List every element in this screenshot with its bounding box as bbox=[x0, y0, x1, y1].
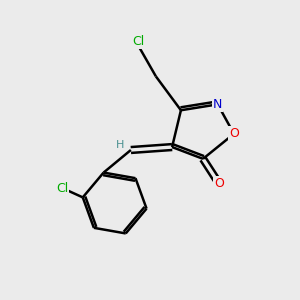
Text: N: N bbox=[213, 98, 222, 111]
Text: Cl: Cl bbox=[132, 34, 144, 48]
Text: O: O bbox=[229, 127, 239, 140]
Text: O: O bbox=[214, 177, 224, 190]
Text: Cl: Cl bbox=[56, 182, 68, 195]
Text: H: H bbox=[116, 140, 124, 150]
